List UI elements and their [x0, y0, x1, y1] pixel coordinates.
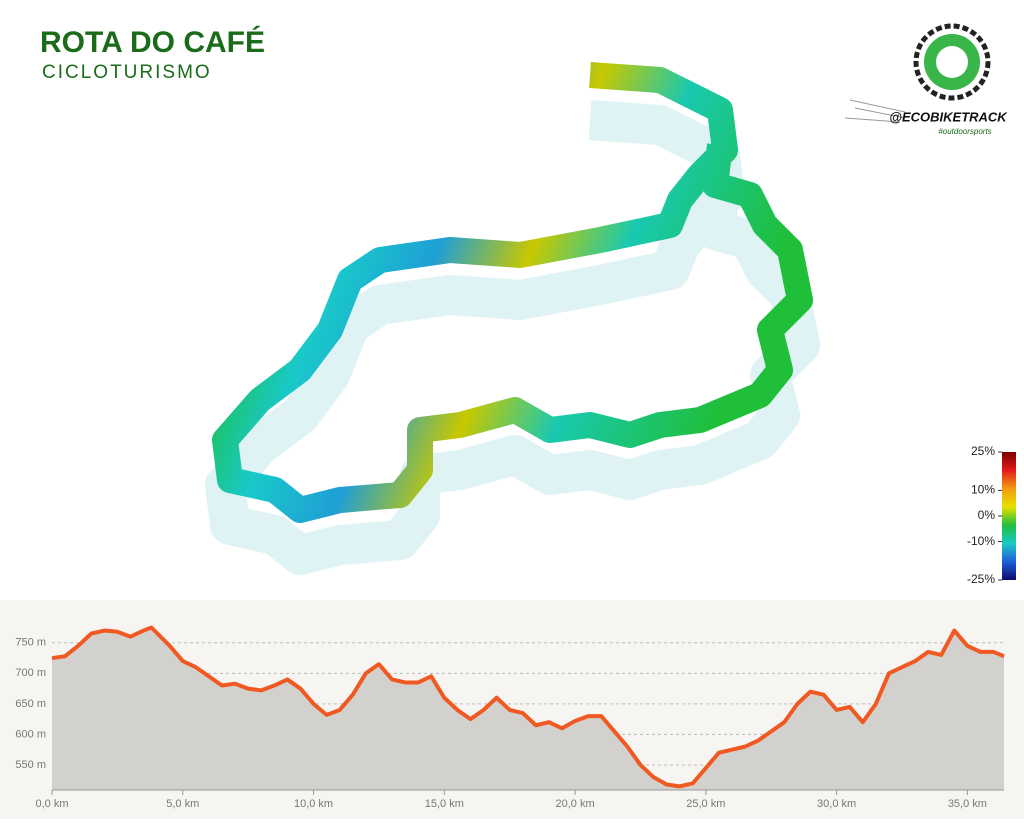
gear-hub: [936, 46, 968, 78]
elevation-chart: 550 m 600 m 650 m 700 m 750 m 0,0 km 5,0 km 10,…: [15, 625, 1005, 810]
x-tick-label: 25,0 km: [686, 798, 725, 810]
y-tick-label: 550 m: [15, 759, 46, 771]
logo-tagline: #outdoorsports: [938, 127, 991, 136]
colorbar: [1002, 452, 1016, 580]
x-tick-label: 10,0 km: [294, 798, 333, 810]
subtitle: CICLOTURISMO: [42, 62, 212, 83]
title: ROTA DO CAFÉ: [40, 25, 265, 59]
elevation-line: [51, 625, 1005, 789]
elevation-area: [52, 627, 1004, 790]
chain: [913, 23, 991, 101]
x-tick-label: 35,0 km: [948, 798, 987, 810]
x-tick-label: 5,0 km: [166, 798, 199, 810]
route-3d: [205, 62, 820, 575]
y-tick-label: 650 m: [15, 698, 46, 710]
legend-label: -10%: [967, 534, 995, 548]
x-tick-label: 20,0 km: [556, 798, 595, 810]
legend-label: 25%: [971, 444, 995, 458]
speed-lines: [844, 99, 906, 123]
x-tick-label: 15,0 km: [425, 798, 464, 810]
logo-name: @ECOBIKETRACK: [889, 109, 1008, 124]
logo: @ECOBIKETRACK #outdoorsports: [844, 23, 1008, 136]
x-tick-label: 0,0 km: [35, 798, 68, 810]
legend-label: 0%: [978, 508, 996, 522]
gradient-legend: 25% 10% 0% -10% -25%: [967, 444, 1016, 586]
x-tick-label: 30,0 km: [817, 798, 856, 810]
legend-label: -25%: [967, 572, 995, 586]
route-top: [212, 62, 813, 523]
y-tick-label: 600 m: [15, 728, 46, 740]
y-tick-label: 750 m: [15, 637, 46, 649]
legend-label: 10%: [971, 483, 995, 497]
y-tick-label: 700 m: [15, 667, 46, 679]
